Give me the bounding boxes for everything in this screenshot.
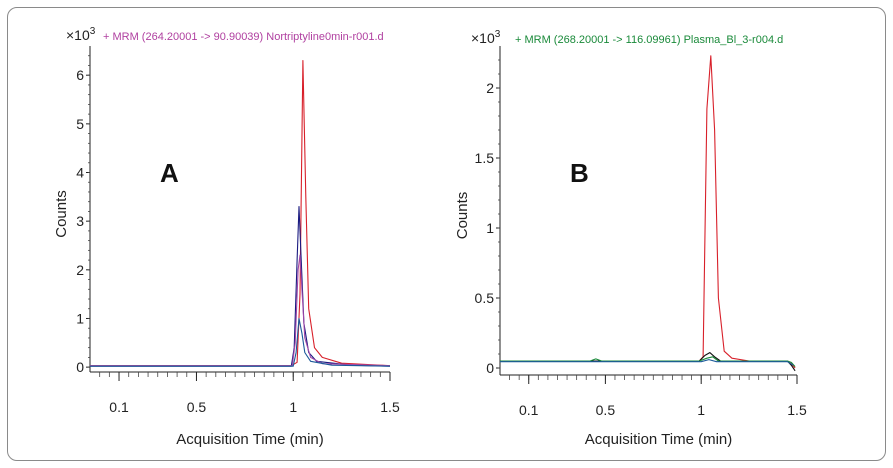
- y-multiplier-exponent: 3: [90, 26, 96, 37]
- y-tick-label: 3: [76, 213, 84, 229]
- y-tick-label: 5: [76, 116, 84, 132]
- y-tick-label: 0: [76, 359, 84, 375]
- y-tick-label: 2: [486, 80, 494, 96]
- y-tick-label: 0.5: [475, 290, 495, 306]
- x-tick-label: 0.5: [187, 399, 207, 415]
- series-line-3: [500, 356, 796, 367]
- y-tick-label: 4: [76, 165, 84, 181]
- chart-panel-a: 0 1 2 3 4 5 6 0.1 0.5 1 1.5 Acquisition Time (min) C…: [53, 26, 400, 448]
- y-tick-label: 1: [76, 310, 84, 326]
- y-multiplier-exponent: 3: [495, 29, 501, 40]
- y-tick-label: 1: [486, 220, 494, 236]
- panel-label: A: [160, 158, 179, 188]
- chart-title: + MRM (264.20001 -> 90.90039) Nortriptyl…: [103, 31, 384, 43]
- x-tick-label: 0.1: [109, 399, 129, 415]
- series-line-3: [90, 254, 391, 367]
- series-line-4: [500, 359, 794, 366]
- panel-label: B: [570, 158, 589, 188]
- chart-title: + MRM (268.20001 -> 116.09961) Plasma_Bl…: [515, 34, 783, 46]
- chart-panel-b: 0 0.5 1 1.5 2 0.1 0.5 1 1.5 Acquisition Time (min…: [454, 29, 807, 448]
- series-line-2: [90, 206, 391, 367]
- y-axis-title: Counts: [454, 192, 471, 240]
- y-axis-title: Counts: [53, 190, 70, 238]
- y-multiplier: ×103: [66, 26, 96, 43]
- x-tick-label: 1.5: [787, 402, 807, 418]
- y-multiplier: ×103: [471, 29, 501, 46]
- x-tick-label: 1.5: [380, 399, 400, 415]
- series-line-4: [90, 317, 391, 367]
- y-tick-label: 1.5: [475, 150, 495, 166]
- x-tick-label: 1: [697, 402, 705, 418]
- y-tick-label: 6: [76, 67, 84, 83]
- x-axis-title: Acquisition Time (min): [176, 431, 324, 448]
- x-tick-label: 1: [289, 399, 297, 415]
- x-tick-label: 0.1: [519, 402, 539, 418]
- figure-frame: [7, 7, 886, 461]
- series-line-1: [90, 60, 391, 367]
- y-tick-label: 2: [76, 262, 84, 278]
- x-tick-label: 0.5: [596, 402, 616, 418]
- y-tick-label: 0: [486, 360, 494, 376]
- series-line-1: [500, 55, 796, 369]
- x-axis-title: Acquisition Time (min): [585, 431, 733, 448]
